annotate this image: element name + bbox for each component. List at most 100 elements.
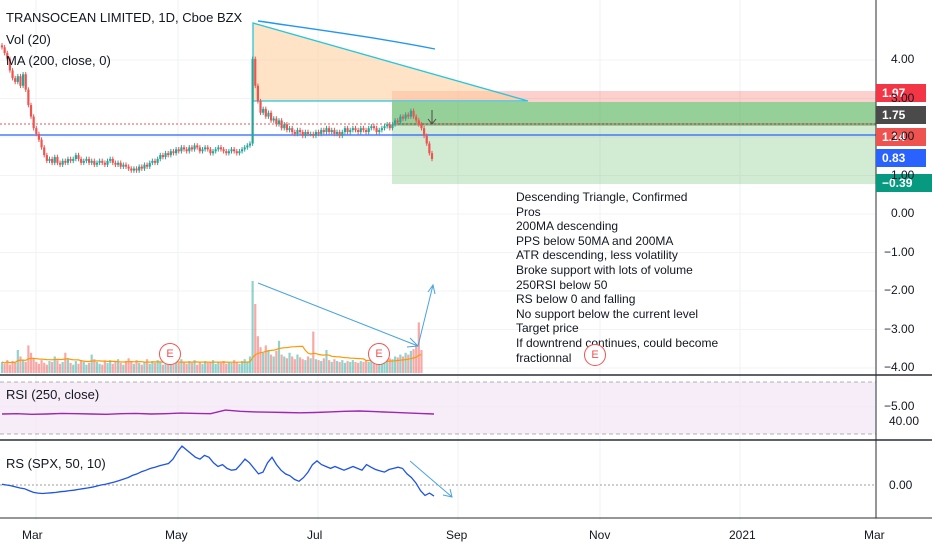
price-tag: −0.39 <box>876 174 932 192</box>
candle-body <box>182 147 186 150</box>
candle-body <box>90 160 93 163</box>
volume-bar <box>124 361 128 373</box>
volume-bar <box>14 362 17 373</box>
candle-body <box>272 118 275 121</box>
candle-body <box>354 128 357 131</box>
volume-bar <box>61 361 64 373</box>
time-tick-label: 2021 <box>729 528 756 542</box>
candle-body <box>370 126 373 129</box>
candle-body <box>254 58 257 86</box>
volume-bar <box>251 281 254 373</box>
candle-body <box>235 151 238 154</box>
time-tick-label: Jul <box>307 528 323 542</box>
candle-body <box>396 120 399 123</box>
time-tick-label: Sep <box>446 528 468 542</box>
candle-body <box>116 162 120 165</box>
rsi-indicator-label[interactable]: RSI (250, close) <box>6 387 100 402</box>
note-line: PPS below 50MA and 200MA <box>516 233 674 248</box>
candle-body <box>351 128 354 131</box>
candle-body <box>24 74 27 90</box>
descending-triangle <box>252 22 529 102</box>
rs-indicator-label[interactable]: RS (SPX, 50, 10) <box>6 456 106 471</box>
vol-indicator-label[interactable]: Vol (20) <box>6 32 51 47</box>
candle-body <box>32 116 35 129</box>
volume-bar <box>378 360 381 373</box>
volume-bar <box>233 360 236 373</box>
volume-bar <box>227 361 230 373</box>
volume-bar <box>312 331 315 373</box>
candle-body <box>101 160 104 163</box>
volume-bar <box>3 363 6 373</box>
candle-body <box>217 147 220 150</box>
earnings-marker[interactable]: E <box>159 343 181 365</box>
volume-bar <box>58 363 62 373</box>
candle-body <box>198 147 201 152</box>
volume-bar <box>391 359 394 373</box>
volume-bar <box>11 361 14 373</box>
price-tick-label: 0.00 <box>891 206 915 220</box>
candle-body <box>259 101 262 113</box>
earnings-marker[interactable]: E <box>368 343 390 365</box>
candle-body <box>51 158 54 163</box>
rsi-line <box>1 409 435 416</box>
volume-bar <box>127 358 130 373</box>
candle-body <box>238 151 241 154</box>
candle-body <box>180 147 183 152</box>
volume-bar <box>66 358 70 373</box>
candle-body <box>61 160 64 165</box>
candle-body <box>243 147 246 150</box>
volume-bar <box>116 359 120 373</box>
volume-bar <box>119 362 122 373</box>
indicator-lines <box>0 20 876 498</box>
candle-body <box>145 164 149 167</box>
candle-body <box>227 151 230 154</box>
volume-bar <box>32 358 35 373</box>
candle-body <box>153 160 157 163</box>
candle-body <box>119 162 122 167</box>
candle-body <box>6 53 9 59</box>
volume-bar <box>135 360 138 373</box>
candle-body <box>172 151 175 154</box>
volume-bar <box>204 361 207 373</box>
volume-bar <box>309 358 312 373</box>
candle-body <box>404 114 407 119</box>
time-tick-label: Nov <box>589 528 611 542</box>
volume-bar <box>306 356 310 373</box>
volume-bar <box>259 347 262 373</box>
volume-bar <box>206 362 209 373</box>
note-line: 200MA descending <box>516 219 619 234</box>
volume-bar <box>296 354 299 373</box>
candle-body <box>58 162 62 165</box>
volume-bar <box>90 354 93 373</box>
price-tag: 1.14 <box>876 128 926 146</box>
price-candles <box>0 43 434 173</box>
earnings-marker[interactable]: E <box>584 344 606 366</box>
volume-bar <box>230 362 233 373</box>
ma-indicator-label[interactable]: MA (200, close, 0) <box>6 53 111 68</box>
arrow-head <box>427 118 437 125</box>
volume-bar <box>40 360 43 373</box>
volume-bar <box>103 361 106 373</box>
volume-bar <box>264 345 267 373</box>
volume-bar <box>148 363 151 373</box>
volume-bar <box>325 350 328 373</box>
price-tick-label: 4.00 <box>891 52 915 66</box>
volume-bar <box>64 352 67 373</box>
trade-zones <box>0 91 876 184</box>
candle-body <box>372 126 376 129</box>
candle-body <box>367 128 370 132</box>
candle-body <box>364 130 368 132</box>
candle-body <box>422 128 426 136</box>
candle-body <box>85 158 88 161</box>
volume-bar <box>16 350 19 373</box>
candle-body <box>357 130 360 132</box>
candle-body <box>320 130 323 134</box>
volume-bar <box>175 360 178 373</box>
candle-body <box>420 124 423 129</box>
arrow-head <box>427 283 436 295</box>
volume-bar <box>114 361 117 373</box>
volume-bar <box>53 356 56 373</box>
candle-body <box>296 130 299 134</box>
candle-body <box>338 132 341 136</box>
